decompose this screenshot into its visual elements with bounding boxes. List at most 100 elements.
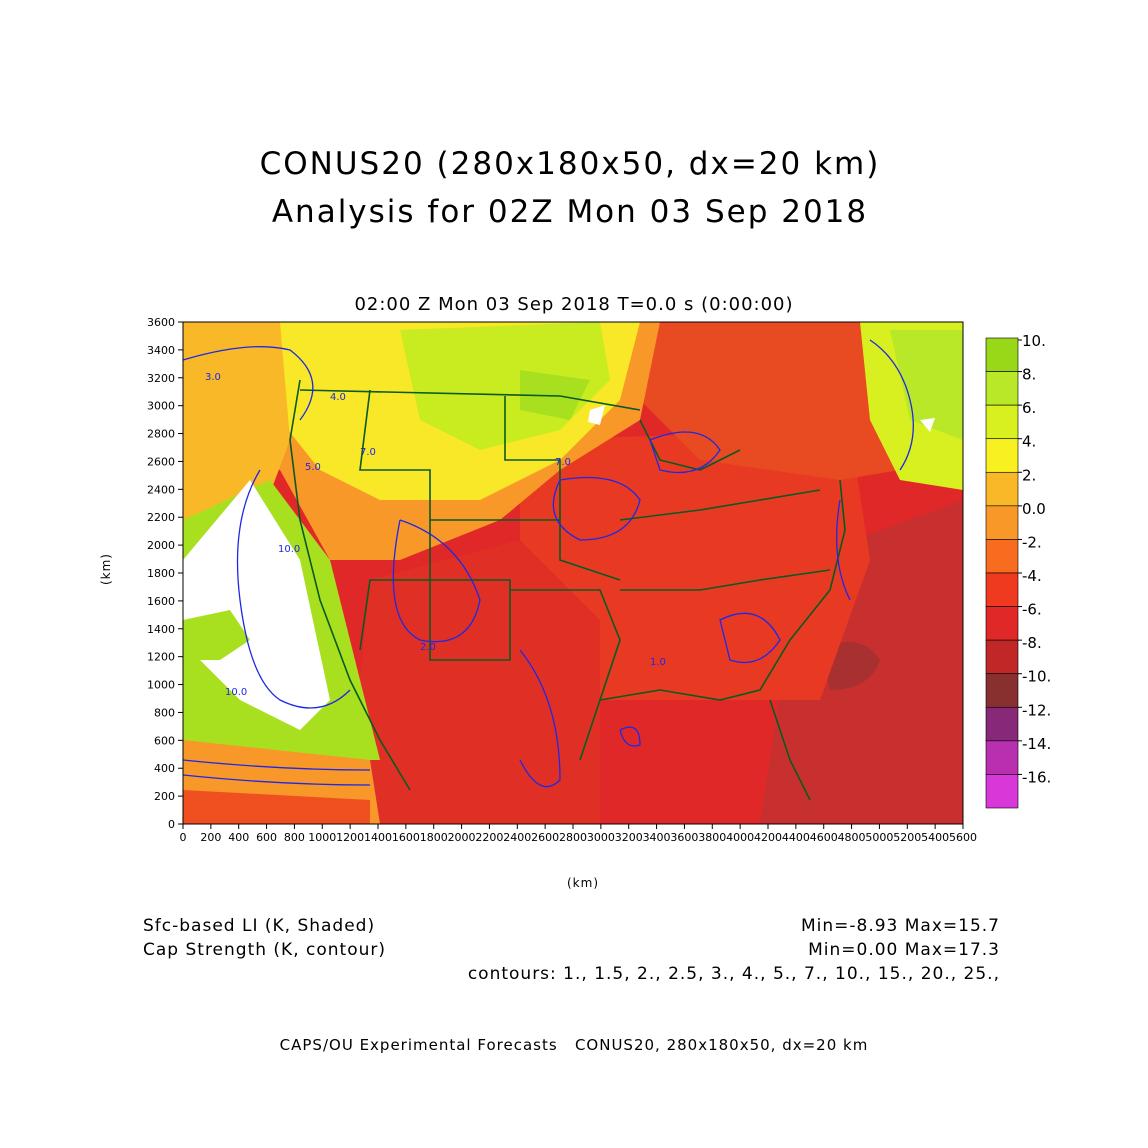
contour-value-label: 4.0 [330, 392, 346, 403]
title-line-2: Analysis for 02Z Mon 03 Sep 2018 [271, 194, 869, 230]
y-tick-label: 2600 [147, 455, 175, 468]
contour-south-a [183, 759, 371, 771]
y-axis-ticks: 0 200 400 600 800 1000 1200 1400 1600 1800 2000 220… [147, 316, 183, 831]
colorbar-label: -10. [1022, 668, 1051, 686]
x-tick-label: 2000 [448, 831, 476, 844]
contour-value-label: 3.0 [205, 372, 221, 383]
x-tick-label: 1800 [420, 831, 448, 844]
y-tick-label: 3400 [147, 344, 175, 357]
x-tick-label: 600 [256, 831, 277, 844]
y-tick-label: 1600 [147, 595, 175, 608]
contour-value-label: 7.0 [360, 447, 376, 458]
state-line-d [429, 579, 511, 661]
y-tick-label: 0 [168, 818, 175, 831]
boundaries [289, 379, 846, 801]
colorbar-label: -4. [1022, 567, 1042, 585]
x-tick-label: 3600 [670, 831, 698, 844]
contour-central [552, 476, 641, 541]
x-tick-label: 4200 [754, 831, 782, 844]
x-tick-label: 2200 [475, 831, 503, 844]
colorbar-label: -6. [1022, 601, 1042, 619]
contour-field-minmax: Min=0.00 Max=17.3 [808, 940, 1000, 960]
contour-gulf [619, 726, 641, 747]
contour-field-label: Cap Strength (K, contour) [143, 940, 386, 960]
y-tick-label: 1200 [147, 651, 175, 664]
contour-south-b [183, 774, 371, 786]
x-tick-label: 1200 [336, 831, 364, 844]
y-tick-label: 3200 [147, 372, 175, 385]
colorbar-swatch [985, 673, 1019, 708]
x-tick-label: 1400 [364, 831, 392, 844]
canada-border [299, 389, 641, 411]
x-tick-label: 3000 [587, 831, 615, 844]
colorbar-swatch [985, 639, 1019, 675]
title-line-1: CONUS20 (280x180x50, dx=20 km) [259, 146, 881, 182]
contour-sw-b [519, 649, 561, 788]
field-southwest [360, 540, 600, 824]
state-line-b [359, 520, 431, 651]
x-tick-label: 200 [200, 831, 221, 844]
contour-value-label: 7.0 [555, 457, 571, 468]
y-tick-label: 400 [154, 762, 175, 775]
x-tick-label: 4000 [726, 831, 754, 844]
colorbar-label: 2. [1022, 466, 1036, 484]
y-tick-label: 2000 [147, 539, 175, 552]
x-tick-label: 400 [228, 831, 249, 844]
y-tick-label: 2800 [147, 428, 175, 441]
field-white-spot [588, 405, 605, 425]
gulf-east-coast [599, 479, 846, 701]
florida [769, 699, 811, 801]
west-coast [289, 379, 411, 791]
y-tick-label: 1000 [147, 679, 175, 692]
colorbar-swatch [985, 572, 1019, 607]
cap-contours [183, 339, 914, 788]
field-lightgreen [400, 322, 610, 450]
contour-nw [183, 346, 314, 421]
shaded-field-label: Sfc-based LI (K, Shaded) [143, 916, 376, 936]
colorbar-swatch [985, 539, 1019, 574]
y-tick-label: 1400 [147, 623, 175, 636]
x-tick-label: 800 [284, 831, 305, 844]
colorbar-label: -8. [1022, 634, 1042, 652]
field-green-core [520, 370, 590, 420]
colorbar-swatch [985, 371, 1019, 406]
contour-sw-a [392, 519, 481, 643]
colorbar-swatch [985, 606, 1019, 641]
x-tick-label: 1600 [392, 831, 420, 844]
colorbar-label: 0.0 [1022, 500, 1046, 518]
x-tick-label: 4800 [838, 831, 866, 844]
y-tick-label: 800 [154, 706, 175, 719]
x-tick-label: 3800 [698, 831, 726, 844]
x-tick-label: 1000 [308, 831, 336, 844]
colorbar-swatch [985, 471, 1019, 507]
colorbar-label: -16. [1022, 768, 1051, 786]
y-axis-label: (km) [99, 552, 114, 586]
x-tick-label: 5000 [865, 831, 893, 844]
field-east [520, 430, 870, 700]
x-tick-label: 2800 [559, 831, 587, 844]
colorbar-swatch [985, 740, 1019, 775]
x-tick-label: 2600 [531, 831, 559, 844]
x-tick-label: 0 [180, 831, 187, 844]
colorbar-label: -14. [1022, 735, 1051, 753]
colorbar-swatch [985, 404, 1019, 440]
x-tick-label: 3400 [643, 831, 671, 844]
x-tick-label: 5400 [921, 831, 949, 844]
y-tick-label: 3600 [147, 316, 175, 329]
colorbar-label: 10. [1022, 332, 1046, 350]
colorbar-label: -2. [1022, 533, 1042, 551]
contour-value-label: 2.0 [420, 642, 436, 653]
field-white-spot-ne [920, 418, 935, 432]
y-tick-label: 200 [154, 790, 175, 803]
contour-value-label: 5.0 [305, 462, 321, 473]
colorbar-label: -12. [1022, 701, 1051, 719]
state-line-e [620, 569, 831, 591]
y-tick-label: 1800 [147, 567, 175, 580]
contour-levels: contours: 1., 1.5, 2., 2.5, 3., 4., 5., … [467, 964, 1000, 984]
contour-value-label: 10.0 [278, 544, 300, 555]
x-axis-label: (km) [567, 876, 600, 890]
x-tick-label: 2400 [503, 831, 531, 844]
colorbar-swatch [985, 505, 1019, 540]
state-line-f [619, 489, 821, 521]
